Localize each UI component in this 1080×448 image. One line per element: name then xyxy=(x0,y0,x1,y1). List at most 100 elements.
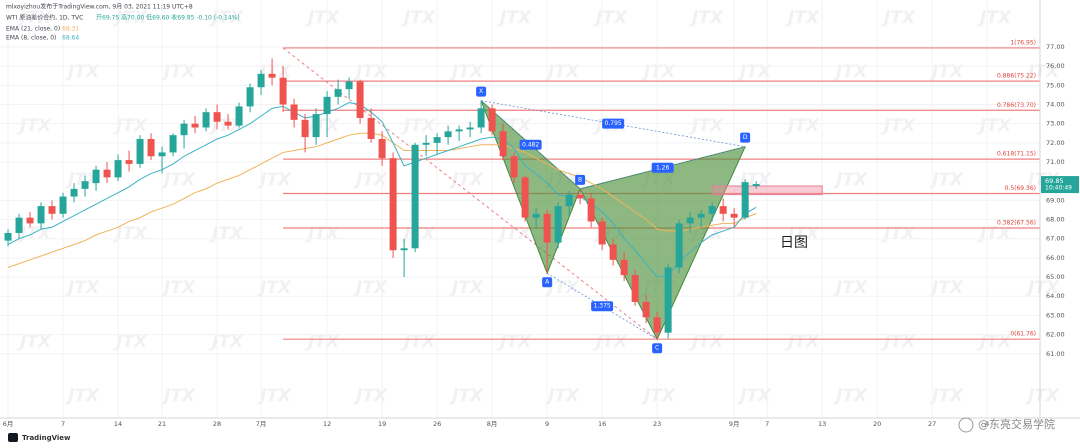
watermark: JTX xyxy=(641,386,676,406)
ratio-label: 1.375 xyxy=(594,303,611,310)
candle-body xyxy=(389,158,397,251)
watermark: JTX xyxy=(161,386,196,406)
watermark: JTX xyxy=(929,278,964,298)
candle-body xyxy=(191,123,199,128)
candle-body xyxy=(433,137,441,143)
y-tick-label: 76.00 xyxy=(1046,62,1065,70)
candle-body xyxy=(631,275,639,302)
watermark: JTX xyxy=(305,332,340,352)
y-tick-label: 66.00 xyxy=(1046,254,1065,262)
x-tick-label: 26 xyxy=(433,420,441,428)
candle-body xyxy=(235,106,243,126)
price-box xyxy=(1041,176,1079,194)
x-tick-label: 6月 xyxy=(3,420,14,428)
candle-body xyxy=(741,182,749,218)
x-tick-label: 9月 xyxy=(729,420,740,428)
point-box xyxy=(575,174,586,185)
watermark: JTX xyxy=(353,386,388,406)
candle-body xyxy=(125,160,133,164)
watermark: JTX xyxy=(929,386,964,406)
x-tick-label: 13 xyxy=(818,420,826,428)
watermark: JTX xyxy=(305,224,340,244)
y-tick-label: 62.00 xyxy=(1046,331,1065,339)
x-tick-label: 14 xyxy=(114,420,122,428)
point-label: A xyxy=(545,279,550,286)
point-label: X xyxy=(479,88,483,95)
y-tick-label: 77.00 xyxy=(1046,43,1065,51)
ratio-box xyxy=(591,301,614,312)
watermark: JTX xyxy=(113,332,148,352)
x-tick-label: 8月 xyxy=(487,420,498,428)
watermark: JTX xyxy=(977,332,1012,352)
candle-body xyxy=(323,96,331,115)
candle-body xyxy=(675,223,683,268)
candle-body xyxy=(411,144,419,249)
watermark: JTX xyxy=(833,62,868,82)
watermark: JTX xyxy=(401,116,436,136)
point-box xyxy=(542,277,553,288)
x-tick-label: 23 xyxy=(653,420,661,428)
fib-trend xyxy=(282,47,658,340)
watermark: JTX xyxy=(593,8,628,28)
candle-body xyxy=(147,139,155,157)
candle-body xyxy=(488,108,496,132)
y-tick-label: 63.00 xyxy=(1046,311,1065,319)
ema-line xyxy=(7,102,757,278)
point-label: B xyxy=(578,176,582,183)
candle-body xyxy=(565,194,573,207)
watermark: JTX xyxy=(1025,278,1060,298)
footer-logo: TradingView xyxy=(22,434,71,442)
watermark: JTX xyxy=(833,386,868,406)
watermark: JTX xyxy=(977,116,1012,136)
candle-body xyxy=(37,206,45,224)
annotation: 日图 xyxy=(780,235,808,251)
x-tick-label: 12 xyxy=(323,420,331,428)
ratio-box xyxy=(602,118,625,129)
candle-body xyxy=(70,188,78,197)
plot: 1(76.95) 0.886(75.22) 0.786(73.70) 0.618(71… xyxy=(4,39,1040,354)
candle-body xyxy=(180,123,188,136)
watermark: JTX xyxy=(353,278,388,298)
watermark: JTX xyxy=(401,8,436,28)
watermark: JTX xyxy=(497,224,532,244)
ratio-box xyxy=(651,162,674,173)
x-tick-label: 28 xyxy=(213,420,221,428)
watermark: JTX xyxy=(209,332,244,352)
watermark: JTX xyxy=(929,170,964,190)
x-tick-label: 7 xyxy=(765,420,769,428)
watermark: JTX xyxy=(689,116,724,136)
watermark: JTX xyxy=(689,332,724,352)
candle-body xyxy=(752,184,760,186)
x-tick-label: 19 xyxy=(378,420,386,428)
watermark: JTX xyxy=(305,116,340,136)
candle-body xyxy=(345,81,353,90)
fib-label: 0.618(71.15) xyxy=(997,151,1036,158)
candle-body xyxy=(103,169,111,178)
ratio-label: 0.482 xyxy=(522,141,539,148)
watermark: JTX xyxy=(785,116,820,136)
candle-body xyxy=(312,114,320,138)
footer-mark: @东亮交易学院 xyxy=(978,417,1055,431)
candle-body xyxy=(499,131,507,157)
candle-body xyxy=(477,108,485,128)
watermark: JTX xyxy=(977,8,1012,28)
y-tick-label: 69.00 xyxy=(1046,196,1065,204)
watermark: JTX xyxy=(257,170,292,190)
candle-body xyxy=(136,139,144,164)
candle-body xyxy=(268,73,276,78)
candle-body xyxy=(532,213,540,218)
watermark: JTX xyxy=(545,278,580,298)
watermark: JTX xyxy=(65,278,100,298)
candle-body xyxy=(642,301,650,318)
candle-body xyxy=(15,217,23,233)
legend-name: EMA (21, close, 0) xyxy=(6,26,60,33)
y-tick-label: 75.00 xyxy=(1046,81,1065,89)
point-box xyxy=(652,343,663,354)
candle-body xyxy=(708,206,716,214)
candle-body xyxy=(158,152,166,157)
candle-body xyxy=(609,244,617,260)
watermark: JTX xyxy=(1025,62,1060,82)
watermark: JTX xyxy=(353,62,388,82)
watermark: JTX xyxy=(833,278,868,298)
candle-body xyxy=(697,213,705,218)
